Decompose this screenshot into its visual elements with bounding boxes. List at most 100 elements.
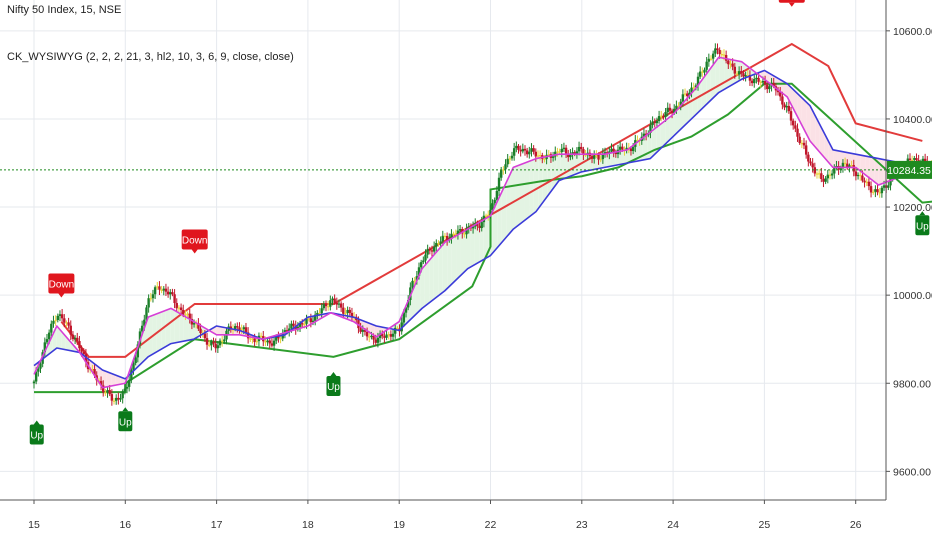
- candle-body: [757, 77, 760, 82]
- band-fill-segment: [810, 107, 816, 147]
- candle-body: [348, 309, 351, 313]
- candle-body: [590, 156, 594, 159]
- band-fill-segment: [447, 238, 452, 289]
- candle-body: [210, 341, 213, 346]
- candle-body: [854, 171, 858, 177]
- candle-body: [595, 154, 598, 157]
- band-fill-segment: [865, 156, 870, 179]
- candle-body: [173, 294, 176, 304]
- candle-body: [880, 187, 884, 194]
- indicator-legend[interactable]: CK_WYSIWYG (2, 2, 2, 21, 3, hl2, 10, 3, …: [7, 51, 294, 63]
- candle-body: [136, 344, 140, 358]
- candle-body: [746, 75, 749, 77]
- candle-body: [569, 154, 572, 158]
- candle-body: [815, 173, 819, 175]
- candle-body: [303, 323, 306, 326]
- candle-body: [519, 149, 522, 152]
- candle-body: [71, 334, 75, 340]
- candle-body: [67, 322, 70, 326]
- candle-body: [660, 115, 663, 117]
- candle-body: [733, 66, 736, 74]
- candle-body: [69, 325, 72, 335]
- candle-body: [601, 153, 605, 160]
- band-fill-segment: [869, 156, 875, 182]
- candle-body: [603, 152, 607, 154]
- candle-body: [298, 323, 302, 327]
- candle-body: [322, 303, 326, 309]
- candle-body: [143, 319, 146, 326]
- band-fill-segment: [692, 86, 698, 118]
- candle-body: [184, 314, 187, 316]
- candle-body: [666, 107, 669, 113]
- candle-body: [614, 152, 618, 155]
- candle-body: [571, 152, 574, 155]
- band-fill-segment: [47, 335, 53, 356]
- x-tick-label: 23: [576, 519, 588, 531]
- band-fill-segment: [483, 217, 489, 260]
- candle-body: [817, 173, 821, 175]
- candle-body: [65, 322, 68, 324]
- candle-body: [850, 165, 853, 167]
- candle-body: [655, 121, 659, 124]
- trailing-stops: [34, 42, 932, 394]
- candle-body: [179, 307, 183, 310]
- band-fill-segment: [111, 373, 116, 386]
- band-fill-segment: [815, 115, 820, 153]
- candle-body: [140, 325, 144, 332]
- candle-body: [476, 223, 479, 226]
- y-tick-label: 9800.00: [893, 378, 931, 390]
- candle-body: [759, 81, 762, 84]
- candle-body: [867, 181, 871, 187]
- candle-body: [735, 73, 739, 75]
- candle-body: [679, 101, 682, 107]
- band-fill-segment: [115, 375, 121, 386]
- candle-body: [37, 368, 40, 372]
- candle-body: [612, 148, 615, 153]
- band-fill-segment: [179, 313, 184, 342]
- band-fill-segment: [524, 161, 530, 221]
- band-fill-segment: [615, 151, 620, 166]
- band-fill-segment: [420, 265, 425, 311]
- candle-body: [335, 302, 339, 305]
- candle-body: [564, 147, 568, 154]
- candle-body: [882, 185, 886, 188]
- band-fill-segment: [806, 101, 811, 142]
- candle-body: [737, 71, 741, 75]
- candle-body: [573, 152, 576, 154]
- candle-body: [675, 105, 678, 109]
- band-fill-segment: [56, 326, 62, 349]
- band-fill-segment: [424, 260, 430, 307]
- candle-body: [389, 334, 393, 337]
- signal-flag-pointer: [919, 211, 926, 216]
- candle-body: [422, 260, 425, 263]
- candle-body: [718, 49, 721, 55]
- candle-body: [493, 199, 496, 204]
- candle-body: [813, 167, 817, 174]
- candle-body: [456, 230, 460, 235]
- candle-body: [686, 93, 689, 97]
- candle-body: [104, 392, 107, 394]
- candle-body: [171, 292, 174, 295]
- candle-body: [787, 105, 791, 112]
- x-tick-label: 18: [302, 519, 314, 531]
- band-fill-segment: [719, 57, 725, 92]
- candle-body: [534, 151, 538, 157]
- candle-body: [785, 105, 788, 108]
- candle-body: [435, 242, 438, 247]
- band-fill-segment: [583, 154, 589, 172]
- ma-slow-line: [33, 69, 932, 380]
- signal-flag-label: Up: [916, 221, 929, 232]
- candle-body: [744, 75, 747, 77]
- candle-body: [740, 71, 743, 74]
- candle-body: [861, 175, 864, 181]
- candle-body: [197, 323, 200, 329]
- band-fill-segment: [211, 326, 216, 335]
- candle-body: [673, 108, 676, 113]
- candle-body: [450, 233, 453, 239]
- candle-body: [162, 288, 165, 291]
- candle-body: [359, 328, 362, 332]
- candle-body: [216, 345, 220, 349]
- candle-body: [112, 400, 116, 402]
